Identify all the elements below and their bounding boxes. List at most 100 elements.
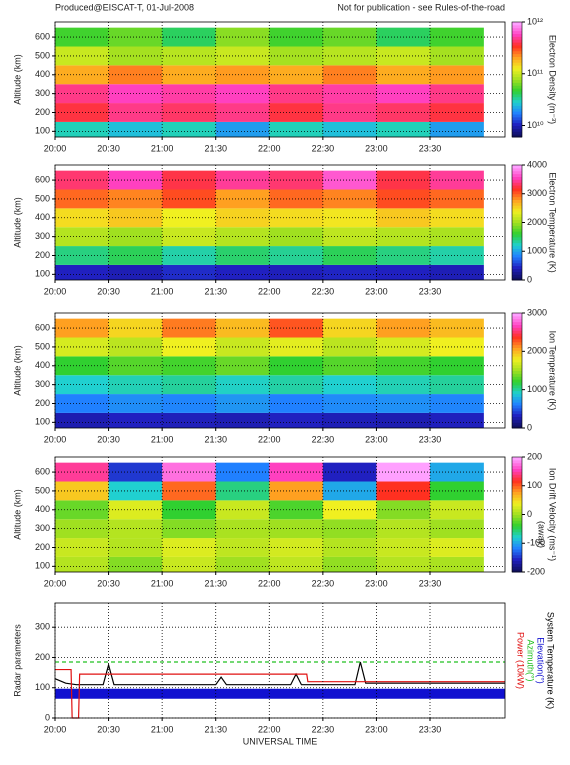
colorbar-step [512, 315, 522, 320]
heat-cell [162, 538, 217, 557]
y-tick-label: 600 [35, 174, 50, 184]
heat-cell [55, 103, 109, 122]
colorbar-step [512, 176, 522, 180]
colorbar-label: Electron Density (m⁻³) [548, 35, 558, 124]
colorbar-step [512, 402, 522, 406]
plot-frame [54, 456, 506, 573]
colorbar-step [512, 517, 522, 521]
colorbar-step [512, 482, 522, 487]
colorbar-step [512, 508, 522, 513]
colorbar-step [512, 382, 522, 386]
colorbar-step [512, 384, 522, 389]
y-axis-label: Altitude (km) [12, 54, 22, 105]
heat-cell [269, 337, 324, 357]
heat-cell [108, 103, 163, 122]
colorbar-step [512, 96, 522, 101]
x-tick-label: 20:00 [44, 578, 67, 588]
y-tick-label: 300 [35, 379, 50, 389]
colorbar-step [512, 82, 522, 86]
colorbar-tick-label: 0 [527, 509, 532, 519]
y-tick-label: 500 [35, 485, 50, 495]
heat-cell [430, 462, 484, 482]
colorbar-step [512, 370, 522, 374]
heat-cell [215, 46, 270, 66]
colorbar-step [512, 338, 522, 343]
x-tick-label: 23:30 [419, 578, 442, 588]
heat-cell [215, 318, 270, 338]
x-tick-label: 22:30 [312, 434, 335, 444]
colorbar-tick-label: 0 [527, 274, 532, 284]
colorbar-step [512, 208, 522, 212]
x-tick-label: 20:30 [97, 434, 120, 444]
colorbar-step [512, 165, 522, 169]
heat-cell [108, 356, 163, 376]
colorbar-step [512, 347, 522, 351]
colorbar-step [512, 526, 522, 530]
heat-cell [108, 375, 163, 395]
colorbar-step [512, 257, 522, 261]
colorbar-step [512, 222, 522, 226]
colorbar-step [512, 549, 522, 553]
heat-cell [269, 170, 324, 190]
colorbar-tick-label: 1000 [527, 384, 547, 394]
colorbar-step [512, 99, 522, 103]
colorbar-tick-label: 10¹⁰ [527, 120, 544, 130]
colorbar-step [512, 471, 522, 475]
colorbar-tick-label: -100 [527, 538, 545, 548]
x-tick-label: 21:30 [204, 578, 227, 588]
colorbar-step [512, 45, 522, 49]
colorbar-step [512, 566, 522, 570]
heat-cell [269, 46, 324, 66]
colorbar-step [512, 485, 522, 490]
colorbar-step [512, 356, 522, 360]
colorbar-step [512, 457, 522, 461]
heat-cell [108, 500, 163, 520]
colorbar-step [512, 534, 522, 538]
colorbar-step [512, 119, 522, 124]
colorbar-step [512, 523, 522, 527]
heat-cell [215, 356, 270, 376]
x-tick-label: 21:30 [204, 724, 227, 734]
x-tick-label: 20:00 [44, 434, 67, 444]
heat-cell [55, 318, 109, 338]
heat-cell [430, 556, 484, 572]
heat-cell [108, 462, 163, 482]
colorbar-step [512, 500, 522, 504]
colorbar-step [512, 254, 522, 258]
heat-cell [55, 394, 109, 413]
colorbar-step [512, 459, 522, 464]
colorbar-step [512, 520, 522, 524]
heat-cell [215, 519, 270, 539]
heat-cell [108, 538, 163, 557]
colorbar-step [512, 190, 522, 195]
colorbar-step [512, 50, 522, 55]
plot-frame [54, 164, 506, 281]
colorbar-frame [511, 21, 523, 138]
colorbar-step [512, 33, 522, 37]
colorbar-frame [511, 312, 523, 429]
heat-cell [108, 46, 163, 66]
colorbar-step [512, 39, 522, 43]
colorbar-step [512, 505, 522, 510]
colorbar-step [512, 514, 522, 518]
colorbar-step [512, 528, 522, 533]
heat-cell [162, 264, 217, 280]
heat-cell [108, 246, 163, 265]
y-tick-label: 200 [35, 542, 50, 552]
heat-cell [162, 318, 217, 338]
colorbar-step [512, 185, 522, 189]
y-tick-label: 200 [35, 107, 50, 117]
colorbar-step [512, 205, 522, 209]
heat-cell [55, 500, 109, 520]
colorbar-step [512, 405, 522, 409]
colorbar-step [512, 364, 522, 369]
colorbar-tick-label: 0 [527, 422, 532, 432]
x-tick-label: 22:30 [312, 143, 335, 153]
colorbar-step [512, 390, 522, 394]
heat-cell [430, 375, 484, 395]
y-tick-label: 400 [35, 69, 50, 79]
colorbar-step [512, 396, 522, 400]
colorbar-step [512, 167, 522, 172]
heat-cell [269, 412, 324, 428]
colorbar-label: Electron Temperature (K) [548, 172, 558, 272]
